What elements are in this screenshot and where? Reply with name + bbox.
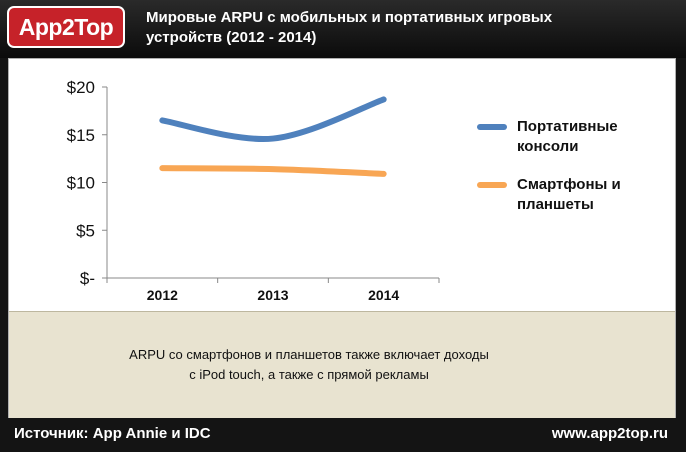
y-tick-label: $10 [67, 174, 95, 193]
title-line-1: Мировые ARPU с мобильных и портативных и… [146, 9, 553, 26]
note-area: ARPU со смартфонов и планшетов также вкл… [9, 311, 675, 418]
legend-label-line-1: Портативные [517, 118, 618, 135]
legend-item-smartphones-tablets: Смартфоны и планшеты [477, 175, 667, 215]
legend-label-line-2: консоли [517, 138, 579, 155]
legend-item-handheld-consoles: Портативные консоли [477, 117, 667, 157]
title-line-2: устройств (2012 - 2014) [146, 29, 317, 46]
legend-swatch-smartphones-tablets [477, 182, 507, 188]
legend-label-line-2: планшеты [517, 196, 594, 213]
logo-text: App2Top [18, 13, 114, 40]
footer-bar: Источник: App Annie и IDC www.app2top.ru [0, 420, 686, 452]
note-line-2: с iPod touch, а также с прямой рекламы [189, 367, 429, 382]
y-tick-label: $- [80, 269, 95, 288]
chart-legend: Портативные консоли Смартфоны и планшеты [477, 117, 667, 233]
series-line-handheld-consoles [159, 96, 387, 143]
line-chart: $- $5 $10 $15 $20 2012 2013 2014 [67, 78, 440, 303]
content-panel: $- $5 $10 $15 $20 2012 2013 2014 Портативные ко… [8, 58, 676, 418]
app2top-logo[interactable]: App2Top [7, 6, 125, 48]
chart-area: $- $5 $10 $15 $20 2012 2013 2014 Портативные ко… [9, 59, 675, 311]
page-title: Мировые ARPU с мобильных и портативных и… [146, 8, 666, 48]
legend-swatch-handheld-consoles [477, 124, 507, 130]
x-tick-label: 2013 [257, 287, 288, 303]
chart-note: ARPU со смартфонов и планшетов также вкл… [9, 345, 609, 385]
y-tick-label: $20 [67, 78, 95, 97]
x-tick-label: 2012 [147, 287, 178, 303]
y-tick-label: $15 [67, 126, 95, 145]
site-link[interactable]: www.app2top.ru [551, 425, 668, 442]
header-bar: App2Top Мировые ARPU с мобильных и порта… [0, 0, 686, 58]
source-text: Источник: App Annie и IDC [14, 425, 211, 442]
legend-label-line-1: Смартфоны и [517, 176, 621, 193]
y-tick-label: $5 [76, 221, 95, 240]
note-line-1: ARPU со смартфонов и планшетов также вкл… [129, 347, 489, 362]
x-tick-label: 2014 [368, 287, 399, 303]
